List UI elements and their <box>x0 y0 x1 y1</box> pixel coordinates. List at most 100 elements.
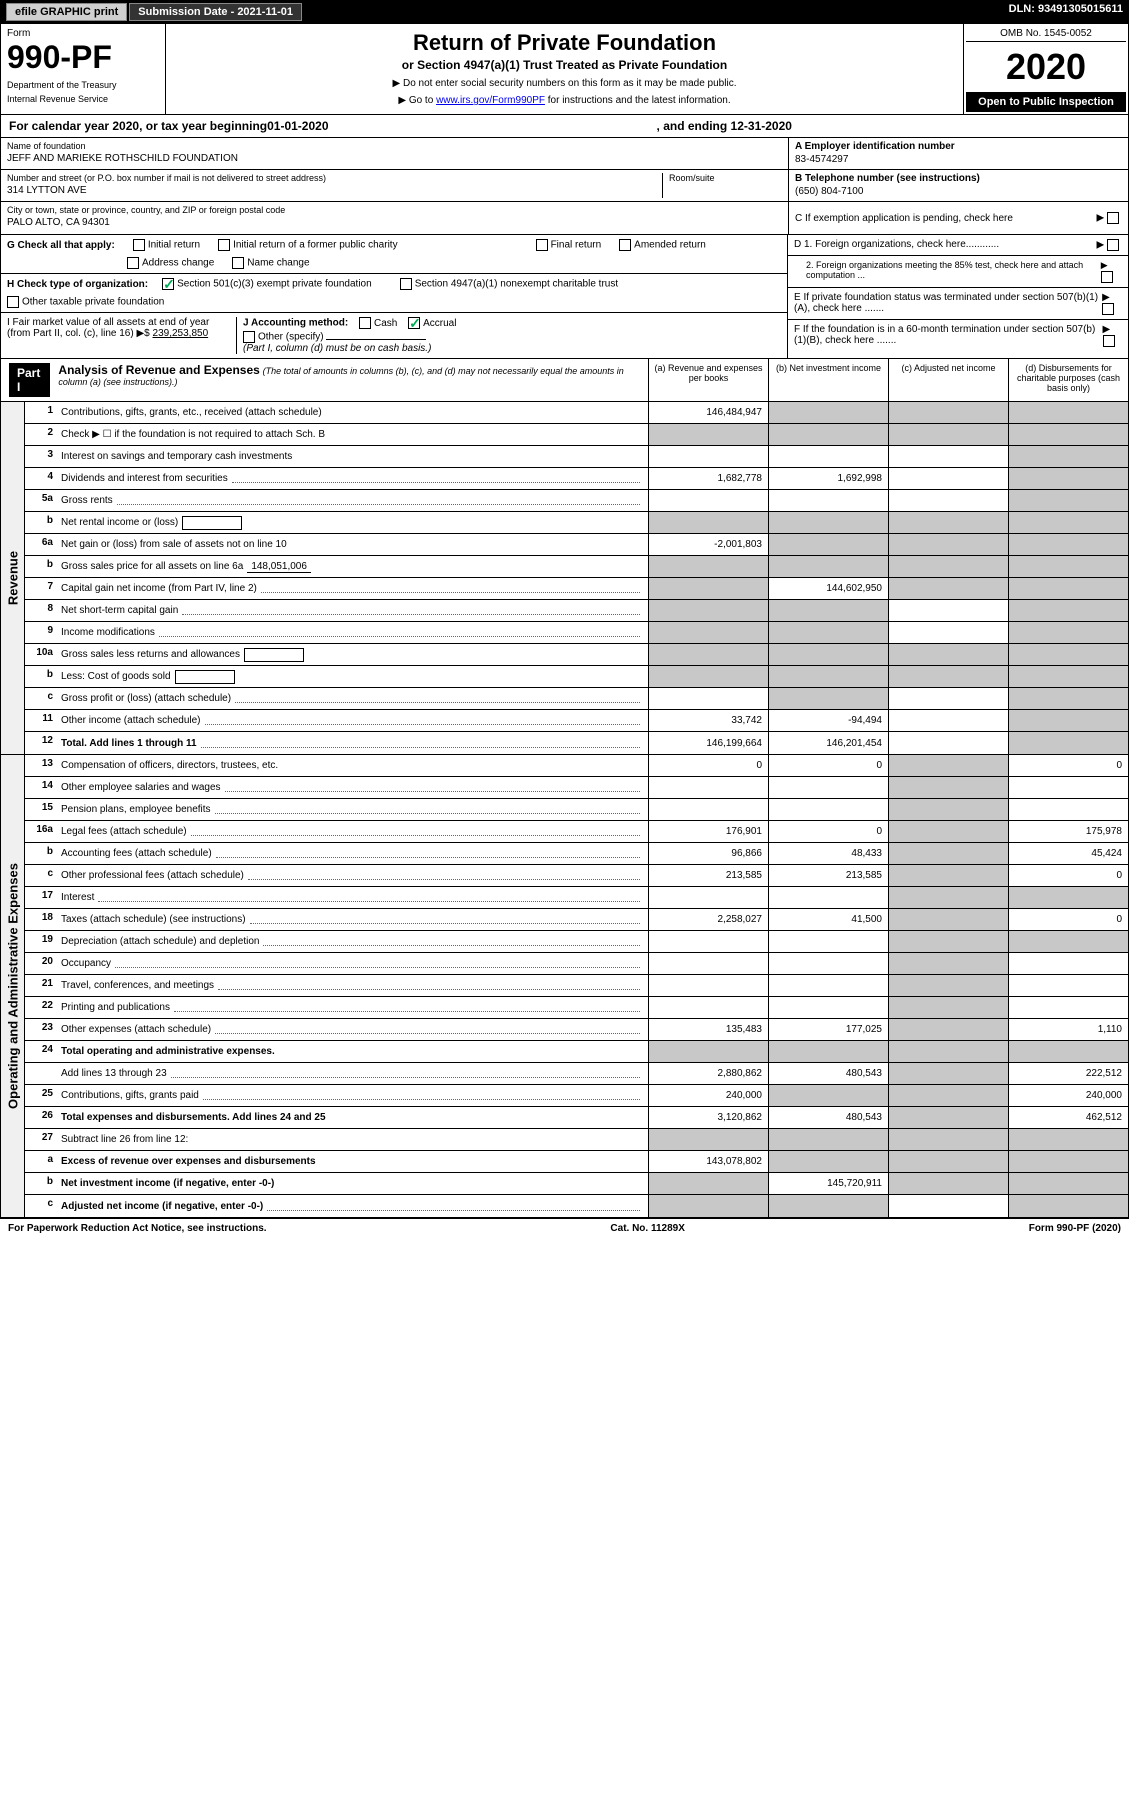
irs-link[interactable]: www.irs.gov/Form990PF <box>436 95 545 106</box>
info-grid: Name of foundation JEFF AND MARIEKE ROTH… <box>0 138 1129 235</box>
c-label: C If exemption application is pending, c… <box>795 213 1013 224</box>
h-label: H Check type of organization: <box>7 279 148 290</box>
line-21: Travel, conferences, and meetings <box>57 975 648 996</box>
l1-a: 146,484,947 <box>648 402 768 423</box>
omb-number: OMB No. 1545-0052 <box>966 26 1126 42</box>
checks-grid: G Check all that apply: Initial return I… <box>0 235 1129 359</box>
l13-b: 0 <box>768 755 888 776</box>
l13-d: 0 <box>1008 755 1128 776</box>
line-19: Depreciation (attach schedule) and deple… <box>57 931 648 952</box>
line-15: Pension plans, employee benefits <box>57 799 648 820</box>
top-bar: efile GRAPHIC print Submission Date - 20… <box>0 0 1129 24</box>
l16b-d: 45,424 <box>1008 843 1128 864</box>
address-label: Number and street (or P.O. box number if… <box>7 173 662 183</box>
dln: DLN: 93491305015611 <box>1009 3 1123 21</box>
dept-treasury: Department of the Treasury <box>7 80 159 90</box>
room-label: Room/suite <box>669 173 782 183</box>
j-other-checkbox[interactable] <box>243 331 255 343</box>
g-label: G Check all that apply: <box>7 240 115 251</box>
h-4947-checkbox[interactable] <box>400 278 412 290</box>
line-16c: Other professional fees (attach schedule… <box>57 865 648 886</box>
e-label: E If private foundation status was termi… <box>794 292 1102 315</box>
l23-b: 177,025 <box>768 1019 888 1040</box>
footer-left: For Paperwork Reduction Act Notice, see … <box>8 1223 267 1234</box>
city: PALO ALTO, CA 94301 <box>7 217 782 228</box>
col-c-head: (c) Adjusted net income <box>888 359 1008 401</box>
l6a-a: -2,001,803 <box>648 534 768 555</box>
l16a-a: 176,901 <box>648 821 768 842</box>
line-3: Interest on savings and temporary cash i… <box>57 446 648 467</box>
f-label: F If the foundation is in a 60-month ter… <box>794 324 1103 347</box>
l11-a: 33,742 <box>648 710 768 731</box>
line-9: Income modifications <box>57 622 648 643</box>
d1-label: D 1. Foreign organizations, check here..… <box>794 239 999 251</box>
g-final-checkbox[interactable] <box>536 239 548 251</box>
l16c-b: 213,585 <box>768 865 888 886</box>
g-initial-former-checkbox[interactable] <box>218 239 230 251</box>
j-note: (Part I, column (d) must be on cash basi… <box>243 343 781 354</box>
note-ssn: ▶ Do not enter social security numbers o… <box>172 78 957 89</box>
f-checkbox[interactable] <box>1103 335 1115 347</box>
calendar-year-row: For calendar year 2020, or tax year begi… <box>0 115 1129 138</box>
line-24b: Add lines 13 through 23 <box>57 1063 648 1084</box>
g-name-checkbox[interactable] <box>232 257 244 269</box>
l18-b: 41,500 <box>768 909 888 930</box>
expenses-side-label: Operating and Administrative Expenses <box>5 863 20 1109</box>
form-title: Return of Private Foundation <box>172 30 957 56</box>
foundation-name-label: Name of foundation <box>7 141 782 151</box>
j-accrual-checkbox[interactable] <box>408 317 420 329</box>
line-20: Occupancy <box>57 953 648 974</box>
footer: For Paperwork Reduction Act Notice, see … <box>0 1218 1129 1238</box>
c-checkbox[interactable] <box>1107 212 1119 224</box>
l4-b: 1,692,998 <box>768 468 888 489</box>
form-number: 990-PF <box>7 39 159 76</box>
city-label: City or town, state or province, country… <box>7 205 782 215</box>
ein: 83-4574297 <box>795 154 1122 165</box>
line-16b: Accounting fees (attach schedule) <box>57 843 648 864</box>
phone: (650) 804-7100 <box>795 186 1122 197</box>
line-10c: Gross profit or (loss) (attach schedule) <box>57 688 648 709</box>
l18-a: 2,258,027 <box>648 909 768 930</box>
line-1: Contributions, gifts, grants, etc., rece… <box>57 402 648 423</box>
l24-b: 480,543 <box>768 1063 888 1084</box>
l26-b: 480,543 <box>768 1107 888 1128</box>
line-11: Other income (attach schedule) <box>57 710 648 731</box>
i-value: 239,253,850 <box>153 328 209 339</box>
l26-a: 3,120,862 <box>648 1107 768 1128</box>
line-4: Dividends and interest from securities <box>57 468 648 489</box>
l16b-a: 96,866 <box>648 843 768 864</box>
line-7: Capital gain net income (from Part IV, l… <box>57 578 648 599</box>
line-27: Subtract line 26 from line 12: <box>57 1129 648 1150</box>
l16b-b: 48,433 <box>768 843 888 864</box>
l23-d: 1,110 <box>1008 1019 1128 1040</box>
d1-checkbox[interactable] <box>1107 239 1119 251</box>
footer-right: Form 990-PF (2020) <box>1029 1223 1121 1234</box>
e-checkbox[interactable] <box>1102 303 1114 315</box>
l11-b: -94,494 <box>768 710 888 731</box>
form-subtitle: or Section 4947(a)(1) Trust Treated as P… <box>172 58 957 72</box>
l27b-b: 145,720,911 <box>768 1173 888 1194</box>
l24-d: 222,512 <box>1008 1063 1128 1084</box>
l4-a: 1,682,778 <box>648 468 768 489</box>
ein-label: A Employer identification number <box>795 141 1122 152</box>
g-amended-checkbox[interactable] <box>619 239 631 251</box>
line-24: Total operating and administrative expen… <box>57 1041 648 1062</box>
line-6b: Gross sales price for all assets on line… <box>57 556 648 577</box>
efile-button[interactable]: efile GRAPHIC print <box>6 3 127 21</box>
tax-year: 2020 <box>966 42 1126 92</box>
line-27a: Excess of revenue over expenses and disb… <box>57 1151 648 1172</box>
submission-date: Submission Date - 2021-11-01 <box>129 3 302 21</box>
line-10a: Gross sales less returns and allowances <box>57 644 648 665</box>
h-other-checkbox[interactable] <box>7 296 19 308</box>
form-header: Form 990-PF Department of the Treasury I… <box>0 24 1129 115</box>
form-label: Form <box>7 28 159 39</box>
line-12: Total. Add lines 1 through 11 <box>57 732 648 754</box>
l7-b: 144,602,950 <box>768 578 888 599</box>
j-cash-checkbox[interactable] <box>359 317 371 329</box>
d2-checkbox[interactable] <box>1101 271 1113 283</box>
revenue-side-label: Revenue <box>5 551 20 605</box>
h-501c3-checkbox[interactable] <box>162 278 174 290</box>
g-initial-checkbox[interactable] <box>133 239 145 251</box>
g-address-checkbox[interactable] <box>127 257 139 269</box>
line-5b: Net rental income or (loss) <box>57 512 648 533</box>
